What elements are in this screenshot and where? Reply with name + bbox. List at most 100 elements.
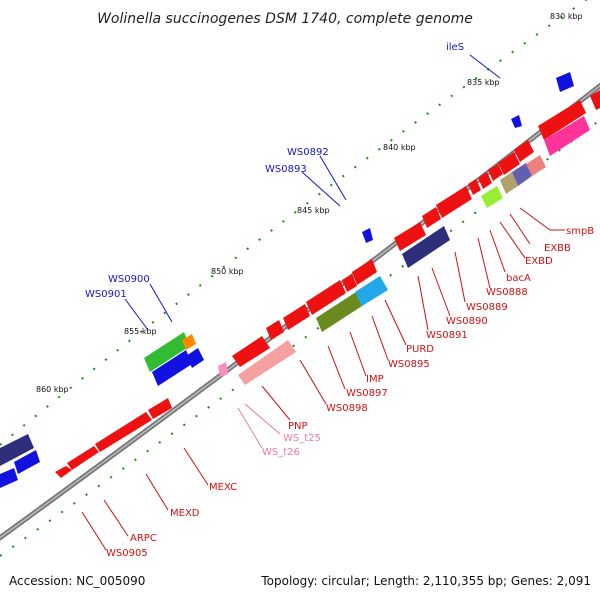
leader-pnp	[261, 385, 291, 421]
gene-ws0892	[362, 228, 373, 243]
label-ws0889: WS0889	[466, 302, 508, 313]
gene-smpb-domain	[512, 163, 532, 186]
label-exbb: EXBB	[544, 243, 571, 254]
gene-ileS-domain	[544, 116, 590, 156]
gene-ws0900-domain	[182, 334, 196, 350]
gene-edge	[590, 90, 600, 110]
gene-left-a	[0, 468, 18, 488]
tick-label-830: 830 kbp	[550, 12, 583, 21]
leader-ws-t25	[244, 403, 281, 435]
gene-ws0895	[355, 276, 388, 306]
tick-label-840: 840 kbp	[383, 143, 416, 152]
leader-ws0905	[81, 511, 107, 551]
gene-ileS-fwd	[538, 100, 586, 140]
gene-smpb-b	[514, 140, 534, 162]
gene-exbd-domain	[481, 186, 503, 208]
leader-purd	[384, 299, 407, 346]
leader-exbd	[499, 221, 526, 259]
gene-purd-b	[352, 259, 377, 285]
label-ws-t26: WS_t26	[262, 447, 300, 458]
gene-ws0890	[402, 226, 450, 268]
label-ws0895: WS0895	[388, 359, 430, 370]
map-title: Wolinella succinogenes DSM 1740, complet…	[97, 11, 473, 27]
reverse-genes	[0, 72, 574, 488]
label-arpc: ARPC	[130, 533, 157, 544]
tick-labels: 830 kbp 835 kbp 840 kbp 845 kbp 850 kbp …	[36, 12, 583, 394]
leader-ws0895	[371, 315, 389, 361]
label-baca: bacA	[506, 273, 531, 284]
gene-arpc	[67, 446, 99, 470]
leader-ws0893	[301, 171, 341, 207]
leader-ws-t26	[237, 407, 263, 449]
tick-label-850: 850 kbp	[211, 267, 244, 276]
label-ws0900: WS0900	[108, 274, 150, 285]
label-ws0888: WS0888	[486, 287, 528, 298]
leader-ws0892	[319, 155, 347, 201]
gene-exbd	[478, 172, 492, 189]
gene-pnp	[232, 336, 270, 367]
label-ws0891: WS0891	[426, 330, 468, 341]
leader-baca	[489, 229, 506, 273]
gene-left-b	[14, 450, 40, 474]
footer-accession: Accession: NC_005090	[9, 574, 145, 588]
leader-lines	[81, 54, 565, 551]
gene-baca	[468, 179, 481, 195]
leader-ws0900	[149, 283, 173, 323]
gene-ws0889	[422, 207, 441, 228]
forward-genes	[55, 90, 600, 478]
tick-label-845: 845 kbp	[297, 206, 330, 215]
gene-ws0905	[55, 466, 72, 478]
label-mexc: MEXC	[209, 482, 237, 493]
label-imp: IMP	[366, 374, 384, 385]
gene-smpb-c	[526, 155, 546, 176]
gene-mexc	[148, 398, 172, 419]
label-ws0901: WS0901	[85, 289, 127, 300]
label-ws0905: WS0905	[106, 548, 148, 559]
leader-exbb	[509, 213, 531, 245]
leader-arpc	[103, 499, 129, 537]
gene-ws0900	[186, 348, 204, 368]
leader-ileS	[469, 54, 501, 79]
gene-exbb	[488, 164, 503, 181]
leader-ws0888	[477, 237, 491, 289]
label-ws0893: WS0893	[265, 164, 307, 175]
gene-labels: ileS WS0892 WS0893 WS0900 WS0901 smpB EX…	[85, 42, 594, 559]
leader-mexd	[145, 473, 169, 511]
footer-topology: Topology: circular; Length: 2,110,355 bp…	[260, 574, 591, 588]
leader-imp	[349, 331, 367, 377]
label-ileS: ileS	[446, 42, 464, 53]
label-mexd: MEXD	[170, 508, 200, 519]
tick-label-835: 835 kbp	[467, 78, 500, 87]
leader-mexc	[183, 447, 209, 486]
gene-ws-t26	[218, 362, 228, 377]
gene-imp	[306, 280, 346, 315]
leader-ws0901	[124, 298, 149, 331]
leader-ws0891	[417, 275, 429, 331]
label-ws0890: WS0890	[446, 316, 488, 327]
gene-smpb	[498, 152, 520, 175]
label-ws0898: WS0898	[326, 403, 368, 414]
gene-left-domain	[0, 434, 34, 466]
leader-ws0898	[299, 359, 327, 405]
label-ws0892: WS0892	[287, 147, 329, 158]
gene-mexd	[95, 412, 152, 452]
gene-purd	[342, 274, 357, 292]
leader-ws0890	[431, 267, 451, 317]
label-ws-t25: WS_t25	[283, 433, 321, 444]
label-exbd: EXBD	[525, 256, 553, 267]
leader-ws0897	[327, 345, 346, 390]
label-pnp: PNP	[288, 421, 308, 432]
gene-ws0897	[283, 304, 310, 330]
gene-ws0891	[394, 222, 426, 251]
leader-ws0889	[454, 251, 466, 303]
leader-smpb	[519, 207, 565, 231]
gene-ws0901	[152, 350, 192, 386]
gene-ileS	[556, 72, 574, 92]
label-smpb: smpB	[566, 226, 594, 237]
gene-ws0893	[511, 115, 522, 128]
gene-exbb-domain	[500, 172, 518, 194]
label-purd: PURD	[406, 344, 434, 355]
gene-ws0898b	[266, 320, 284, 340]
